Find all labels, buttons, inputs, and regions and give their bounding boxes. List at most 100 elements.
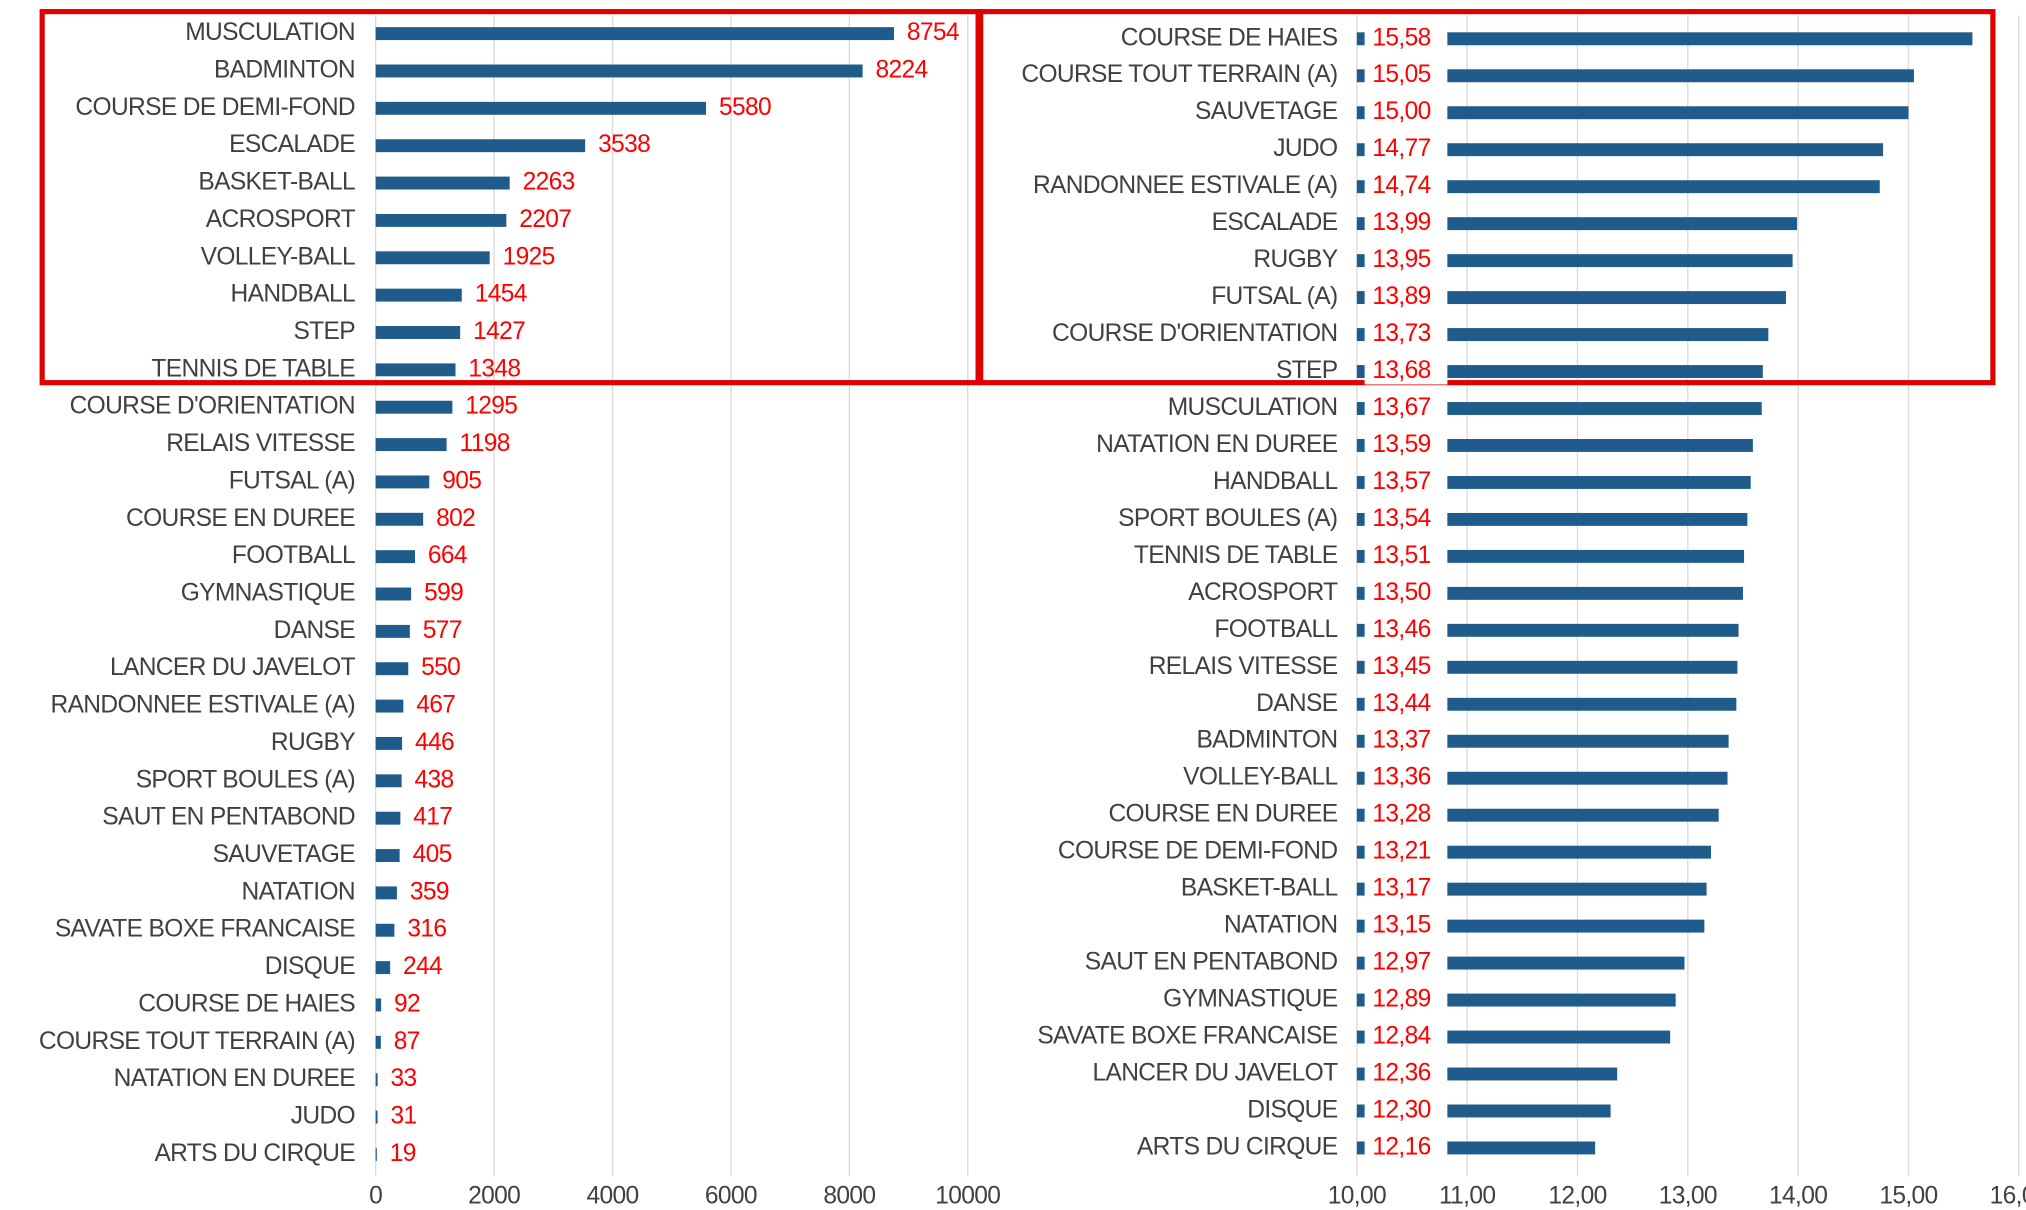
value-label: 13,95 bbox=[1372, 246, 1430, 273]
x-tick-label: 4000 bbox=[586, 1183, 638, 1210]
y-tick-label: JUDO bbox=[291, 1103, 355, 1130]
bar bbox=[375, 886, 397, 900]
y-tick-label: BASKET-BALL bbox=[198, 169, 355, 196]
x-tick-label: 13,00 bbox=[1659, 1183, 1717, 1210]
y-tick-label: BADMINTON bbox=[1196, 727, 1337, 754]
bar bbox=[375, 213, 507, 227]
value-label: 87 bbox=[394, 1028, 420, 1055]
value-label: 577 bbox=[423, 617, 462, 644]
y-tick-label: ACROSPORT bbox=[1188, 579, 1338, 606]
bar bbox=[1356, 69, 1914, 83]
bar bbox=[1356, 475, 1751, 489]
label-background bbox=[1364, 321, 1448, 348]
value-label: 13,46 bbox=[1372, 616, 1430, 643]
y-tick-label: COURSE D'ORIENTATION bbox=[1052, 320, 1337, 347]
value-label: 13,45 bbox=[1372, 653, 1430, 680]
y-tick-label: COURSE EN DUREE bbox=[1108, 801, 1337, 828]
value-label: 417 bbox=[413, 804, 452, 831]
y-tick-label: RELAIS VITESSE bbox=[1149, 653, 1338, 680]
y-tick-label: MUSCULATION bbox=[185, 19, 355, 46]
bar bbox=[375, 1035, 381, 1049]
bar bbox=[375, 475, 430, 489]
y-tick-label: BASKET-BALL bbox=[1181, 875, 1338, 902]
value-label: 13,67 bbox=[1372, 394, 1430, 421]
bar bbox=[375, 923, 395, 937]
label-background bbox=[1364, 987, 1448, 1013]
bar bbox=[1356, 143, 1884, 157]
label-background bbox=[1364, 358, 1448, 385]
value-label: 13,68 bbox=[1372, 357, 1430, 384]
bar bbox=[1356, 512, 1748, 526]
value-label: 1348 bbox=[468, 355, 520, 382]
value-label: 13,99 bbox=[1372, 209, 1430, 236]
y-tick-label: ESCALADE bbox=[229, 131, 355, 158]
label-background bbox=[1364, 802, 1448, 829]
value-label: 2207 bbox=[519, 206, 571, 233]
value-label: 1454 bbox=[475, 281, 527, 308]
x-tick-label: 6000 bbox=[705, 1183, 757, 1210]
value-label: 13,89 bbox=[1372, 283, 1430, 310]
value-label: 5580 bbox=[719, 94, 771, 121]
y-tick-label: DISQUE bbox=[1247, 1096, 1338, 1123]
y-tick-label: ARTS DU CIRQUE bbox=[154, 1140, 355, 1167]
value-label: 405 bbox=[413, 841, 452, 868]
label-background bbox=[1364, 173, 1448, 200]
y-tick-label: VOLLEY-BALL bbox=[1183, 764, 1337, 791]
y-tick-label: STEP bbox=[1276, 357, 1338, 384]
value-label: 13,73 bbox=[1372, 320, 1430, 347]
label-background bbox=[1364, 99, 1448, 126]
bar bbox=[1356, 660, 1738, 674]
bar bbox=[375, 550, 415, 564]
y-tick-label: COURSE TOUT TERRAIN (A) bbox=[39, 1028, 355, 1055]
y-tick-label: DANSE bbox=[1256, 690, 1338, 717]
value-label: 12,30 bbox=[1372, 1096, 1430, 1123]
label-background bbox=[1364, 876, 1448, 903]
bar bbox=[375, 587, 412, 601]
value-label: 33 bbox=[391, 1065, 417, 1092]
bar bbox=[1356, 217, 1798, 231]
y-tick-label: SAVATE BOXE FRANCAISE bbox=[55, 916, 355, 943]
label-background bbox=[1364, 765, 1448, 792]
value-label: 13,28 bbox=[1372, 801, 1430, 828]
value-label: 905 bbox=[442, 467, 481, 494]
label-background bbox=[1364, 210, 1448, 237]
y-tick-label: FOOTBALL bbox=[232, 542, 355, 569]
y-tick-label: TENNIS DE TABLE bbox=[1134, 542, 1338, 569]
y-tick-label: RELAIS VITESSE bbox=[166, 430, 355, 457]
label-background bbox=[1364, 654, 1448, 681]
bar bbox=[375, 288, 462, 302]
y-tick-label: DISQUE bbox=[265, 953, 356, 980]
y-tick-label: SAUT EN PENTABOND bbox=[1085, 949, 1338, 976]
x-tick-label: 14,00 bbox=[1769, 1183, 1827, 1210]
bar bbox=[1356, 254, 1793, 268]
value-label: 19 bbox=[390, 1140, 416, 1167]
y-tick-label: COURSE DE DEMI-FOND bbox=[1058, 838, 1338, 865]
label-background bbox=[1364, 469, 1448, 496]
y-tick-label: LANCER DU JAVELOT bbox=[1092, 1059, 1338, 1086]
label-background bbox=[1364, 1024, 1448, 1050]
label-background bbox=[1364, 1098, 1448, 1124]
bar bbox=[375, 101, 707, 115]
x-tick-label: 11,00 bbox=[1439, 1183, 1495, 1210]
bar bbox=[375, 438, 447, 452]
y-tick-label: VOLLEY-BALL bbox=[201, 243, 355, 270]
value-label: 8224 bbox=[876, 56, 928, 83]
value-label: 15,00 bbox=[1372, 98, 1430, 125]
y-tick-label: COURSE EN DUREE bbox=[126, 505, 355, 532]
bar bbox=[1356, 549, 1745, 563]
bar bbox=[375, 998, 382, 1012]
value-label: 13,37 bbox=[1372, 727, 1430, 754]
bar bbox=[375, 699, 404, 713]
value-label: 15,58 bbox=[1372, 24, 1430, 51]
value-label: 12,84 bbox=[1372, 1023, 1430, 1050]
bar bbox=[375, 64, 863, 78]
y-tick-label: ESCALADE bbox=[1212, 209, 1338, 236]
y-tick-label: SAVATE BOXE FRANCAISE bbox=[1037, 1023, 1337, 1050]
value-label: 1925 bbox=[503, 243, 555, 270]
value-label: 13,59 bbox=[1372, 431, 1430, 458]
bar bbox=[375, 961, 391, 975]
value-label: 467 bbox=[416, 692, 455, 719]
y-tick-label: GYMNASTIQUE bbox=[1163, 986, 1338, 1013]
value-label: 31 bbox=[390, 1103, 416, 1130]
